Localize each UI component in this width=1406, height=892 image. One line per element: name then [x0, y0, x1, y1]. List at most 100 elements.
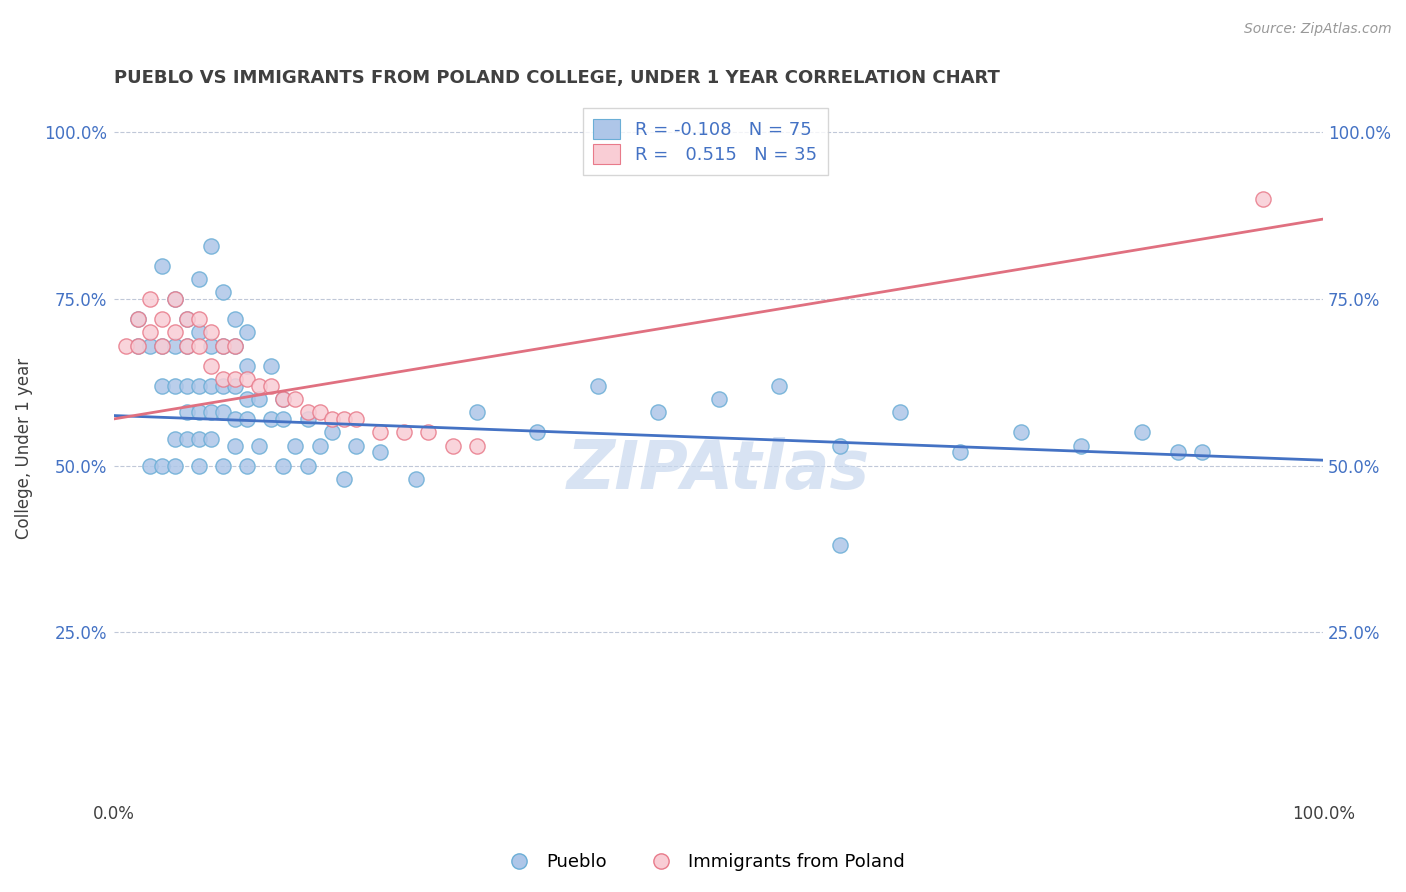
Point: [139, 338, 162, 352]
Point: [236, 372, 259, 386]
Point: [224, 412, 246, 426]
Point: [321, 425, 343, 440]
Point: [441, 438, 464, 452]
Point: [308, 405, 330, 419]
Point: [176, 378, 198, 392]
Point: [333, 472, 356, 486]
Point: [115, 338, 138, 352]
Point: [394, 425, 416, 440]
Point: [236, 326, 259, 340]
Point: [176, 312, 198, 326]
Point: [297, 458, 319, 473]
Point: [212, 338, 235, 352]
Point: [139, 326, 162, 340]
Point: [1191, 445, 1213, 459]
Point: [273, 392, 295, 406]
Point: [465, 438, 488, 452]
Point: [212, 372, 235, 386]
Point: [200, 238, 222, 252]
Point: [163, 338, 186, 352]
Point: [260, 359, 283, 373]
Point: [273, 458, 295, 473]
Point: [200, 326, 222, 340]
Point: [176, 338, 198, 352]
Point: [163, 378, 186, 392]
Point: [139, 458, 162, 473]
Point: [260, 412, 283, 426]
Point: [187, 272, 209, 286]
Point: [176, 405, 198, 419]
Point: [152, 458, 174, 473]
Text: Source: ZipAtlas.com: Source: ZipAtlas.com: [1244, 22, 1392, 37]
Point: [163, 292, 186, 306]
Point: [224, 378, 246, 392]
Point: [236, 412, 259, 426]
Point: [127, 312, 149, 326]
Point: [308, 438, 330, 452]
Point: [273, 412, 295, 426]
Point: [212, 285, 235, 300]
Point: [321, 412, 343, 426]
Point: [212, 405, 235, 419]
Point: [152, 312, 174, 326]
Point: [224, 372, 246, 386]
Point: [127, 338, 149, 352]
Point: [187, 312, 209, 326]
Point: [163, 458, 186, 473]
Point: [200, 405, 222, 419]
Point: [187, 338, 209, 352]
Point: [828, 438, 851, 452]
Point: [200, 378, 222, 392]
Point: [187, 326, 209, 340]
Point: [344, 438, 367, 452]
Point: [176, 432, 198, 446]
Point: [152, 338, 174, 352]
Point: [176, 338, 198, 352]
Point: [707, 392, 730, 406]
Point: [200, 338, 222, 352]
Point: [828, 538, 851, 552]
Point: [152, 259, 174, 273]
Point: [236, 458, 259, 473]
Point: [368, 425, 391, 440]
Point: [224, 312, 246, 326]
Point: [949, 445, 972, 459]
Point: [368, 445, 391, 459]
Point: [1010, 425, 1032, 440]
Point: [163, 432, 186, 446]
Point: [647, 405, 669, 419]
Point: [236, 392, 259, 406]
Text: PUEBLO VS IMMIGRANTS FROM POLAND COLLEGE, UNDER 1 YEAR CORRELATION CHART: PUEBLO VS IMMIGRANTS FROM POLAND COLLEGE…: [114, 69, 1000, 87]
Point: [152, 378, 174, 392]
Point: [212, 378, 235, 392]
Point: [224, 338, 246, 352]
Point: [247, 378, 270, 392]
Point: [465, 405, 488, 419]
Point: [418, 425, 440, 440]
Point: [224, 338, 246, 352]
Point: [187, 405, 209, 419]
Point: [163, 326, 186, 340]
Legend: R = -0.108   N = 75, R =   0.515   N = 35: R = -0.108 N = 75, R = 0.515 N = 35: [582, 108, 828, 175]
Point: [236, 359, 259, 373]
Point: [586, 378, 609, 392]
Point: [526, 425, 548, 440]
Point: [152, 338, 174, 352]
Text: ZIPAtlas: ZIPAtlas: [567, 437, 870, 503]
Point: [247, 392, 270, 406]
Point: [1070, 438, 1092, 452]
Point: [187, 378, 209, 392]
Y-axis label: College, Under 1 year: College, Under 1 year: [15, 359, 32, 540]
Legend: Pueblo, Immigrants from Poland: Pueblo, Immigrants from Poland: [494, 847, 912, 879]
Point: [768, 378, 790, 392]
Point: [212, 458, 235, 473]
Point: [224, 438, 246, 452]
Point: [1167, 445, 1189, 459]
Point: [1251, 192, 1274, 206]
Point: [212, 338, 235, 352]
Point: [163, 292, 186, 306]
Point: [139, 292, 162, 306]
Point: [284, 438, 307, 452]
Point: [187, 458, 209, 473]
Point: [333, 412, 356, 426]
